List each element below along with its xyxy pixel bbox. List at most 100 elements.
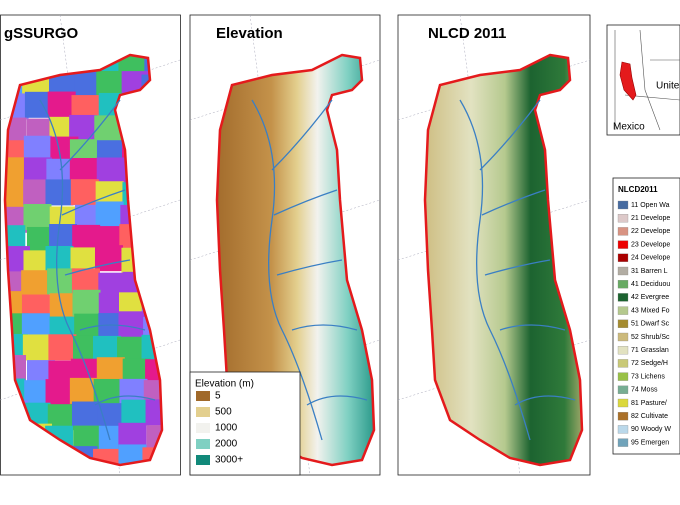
legend-swatch (617, 214, 629, 223)
legend-label: 11 Open Wa (631, 202, 670, 209)
legend-swatch (617, 372, 629, 381)
soil-patch (5, 157, 28, 184)
soil-patch (121, 114, 150, 141)
panel-title: Elevation (216, 25, 283, 42)
legend-swatch (196, 455, 210, 465)
soil-patch (94, 245, 123, 272)
panel-title: gSSURGO (4, 25, 79, 42)
soil-patch (118, 311, 147, 338)
soil-patch (26, 469, 54, 495)
soil-patch (24, 445, 53, 465)
legend-swatch (617, 280, 629, 289)
soil-patch (143, 93, 162, 120)
soil-patch (141, 161, 162, 188)
inset-label: Unite (656, 81, 680, 92)
legend-swatch (617, 266, 629, 276)
legend-label: 72 Sedge/H (631, 360, 668, 367)
legend-swatch (617, 240, 629, 249)
legend-swatch (196, 407, 210, 417)
soil-patch (145, 399, 162, 426)
soil-patch (121, 399, 150, 426)
legend-label: 90 Woody W (631, 426, 671, 433)
legend-swatch (617, 319, 629, 328)
soil-patch (71, 401, 100, 428)
soil-patch (169, 159, 197, 185)
soil-patch (69, 377, 98, 404)
legend-swatch (617, 306, 629, 315)
legend-swatch (617, 438, 629, 447)
soil-patch (5, 117, 27, 144)
soil-patch (22, 334, 51, 361)
legend-label: 23 Develope (631, 241, 670, 248)
soil-patch (5, 55, 28, 77)
soil-patch (94, 468, 122, 494)
elevation-legend: Elevation (m) 5 500 1000 2000 3000+ (189, 371, 301, 476)
soil-patch (45, 466, 73, 492)
soil-patch (75, 465, 103, 491)
legend-label: 42 Evergree (631, 294, 669, 301)
legend-label: 74 Moss (631, 387, 658, 394)
legend-label: 41 Deciduou (631, 281, 670, 288)
panel-title: NLCD 2011 (428, 25, 506, 42)
soil-patch (170, 72, 198, 98)
legend-swatch (617, 398, 629, 408)
soil-patch (74, 313, 103, 340)
legend-label: 3000+ (215, 455, 243, 466)
legend-label: 500 (215, 407, 232, 418)
legend-swatch (617, 346, 629, 355)
legend-label: 73 Lichens (631, 373, 665, 380)
legend-label: 31 Barren L (631, 268, 668, 275)
legend-label: 2000 (215, 439, 238, 450)
soil-patch (145, 205, 162, 232)
soil-patch (169, 314, 197, 340)
soil-patch (141, 135, 162, 162)
legend-swatch (617, 293, 629, 302)
soil-patch (141, 74, 162, 101)
legend-label: 81 Pasture/ (631, 400, 667, 407)
soil-patch (5, 422, 30, 449)
soil-patch (168, 206, 196, 232)
inset-map: Unite Mexico (606, 24, 680, 136)
soil-patch (23, 203, 52, 230)
soil-patch (95, 201, 124, 228)
legend-swatch (617, 412, 629, 421)
soil-patch (169, 339, 197, 365)
legend-label: 43 Mixed Fo (631, 307, 670, 314)
legend-label: 52 Shrub/Sc (631, 334, 670, 341)
soil-patch (45, 379, 74, 406)
soil-patch (168, 184, 196, 210)
legend-swatch (617, 253, 629, 262)
legend-swatch (617, 359, 629, 368)
legend-label: 71 Grasslan (631, 347, 669, 354)
legend-swatch (617, 385, 629, 394)
soil-patch (165, 53, 193, 79)
soil-patch (72, 289, 101, 316)
soil-patch (96, 70, 125, 97)
soil-patch (119, 224, 148, 251)
soil-patch (142, 468, 170, 494)
soil-patch (45, 445, 74, 465)
soil-patch (45, 179, 74, 206)
soil-patch (141, 268, 162, 295)
soil-patch (142, 227, 162, 254)
soil-patch (169, 292, 197, 318)
rivers (39, 99, 576, 441)
soil-patch (0, 465, 26, 491)
soil-map (0, 53, 198, 495)
legend-swatch (617, 332, 629, 342)
soil-patch (118, 467, 146, 493)
legend-title: NLCD2011 (618, 185, 658, 194)
soil-patch (48, 334, 77, 361)
soil-patch (169, 271, 197, 297)
soil-patch (170, 140, 198, 166)
soil-patch (141, 184, 162, 211)
legend-label: 24 Develope (631, 255, 670, 262)
legend-swatch (196, 439, 210, 449)
legend-label: 22 Develope (631, 228, 670, 235)
soil-patch (119, 93, 148, 120)
legend-swatch (617, 227, 629, 236)
soil-patch (118, 444, 147, 465)
legend-label: 5 (215, 391, 221, 402)
soil-patch (141, 115, 162, 142)
